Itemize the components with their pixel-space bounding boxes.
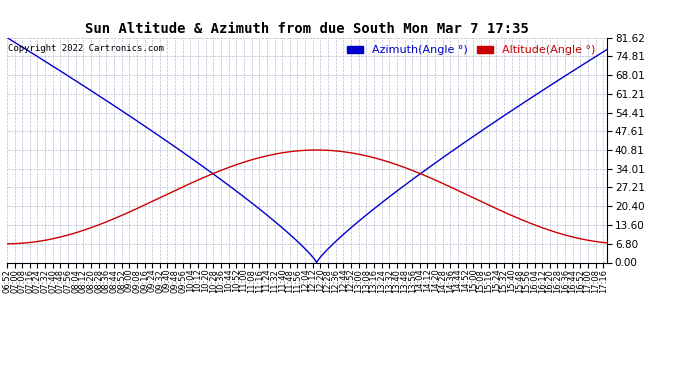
Title: Sun Altitude & Azimuth from due South Mon Mar 7 17:35: Sun Altitude & Azimuth from due South Mo…	[85, 22, 529, 36]
Legend: Azimuth(Angle °), Altitude(Angle °): Azimuth(Angle °), Altitude(Angle °)	[346, 45, 595, 55]
Text: Copyright 2022 Cartronics.com: Copyright 2022 Cartronics.com	[8, 44, 164, 53]
